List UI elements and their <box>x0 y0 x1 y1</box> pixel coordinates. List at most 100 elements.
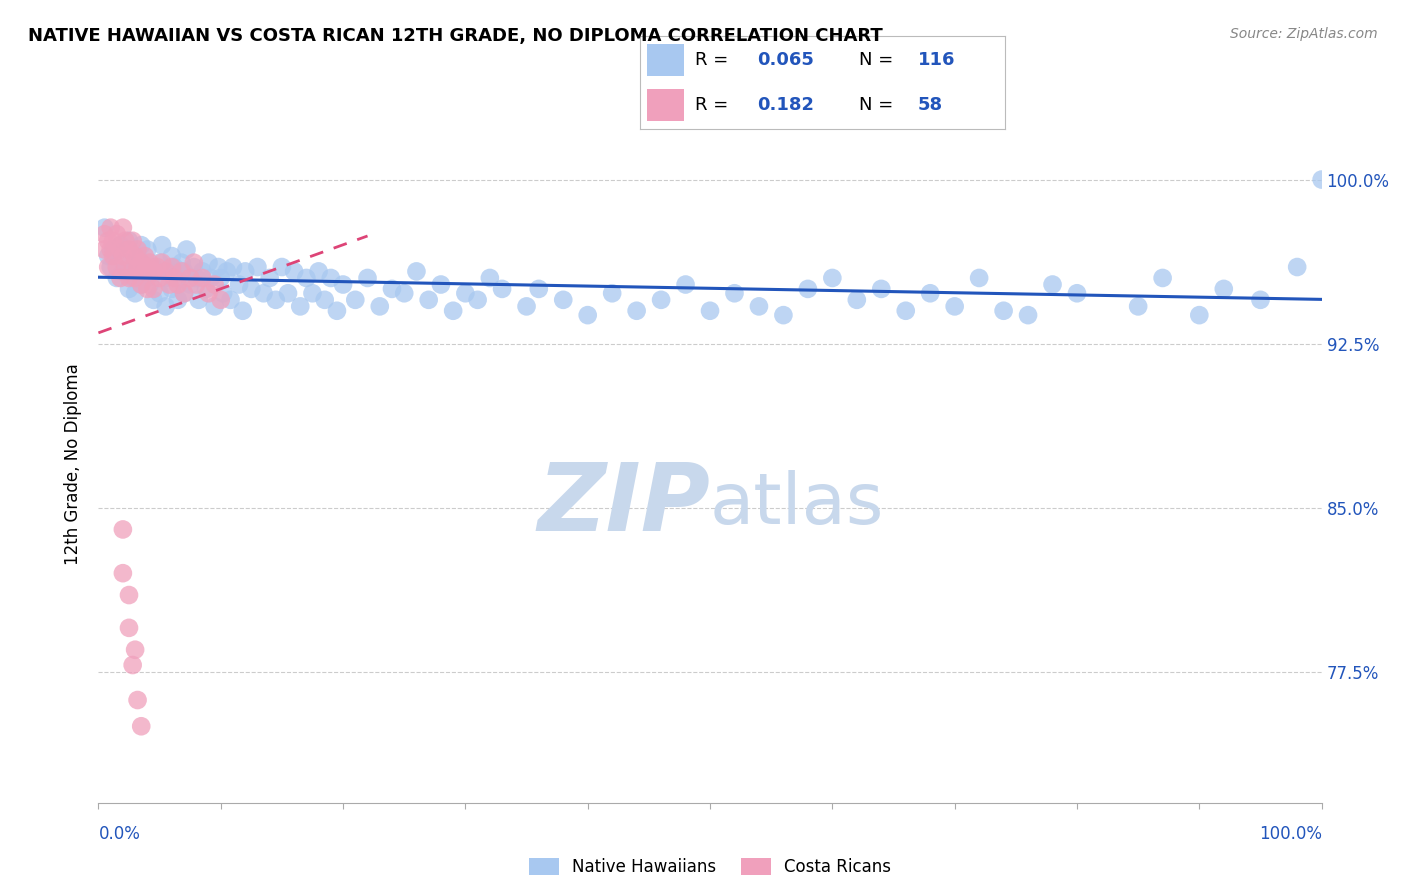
Point <box>97 234 120 248</box>
Point <box>326 303 349 318</box>
Point <box>101 249 124 263</box>
Point <box>97 249 120 263</box>
Point <box>118 271 141 285</box>
Y-axis label: 12th Grade, No Diploma: 12th Grade, No Diploma <box>65 363 83 565</box>
Point <box>491 282 513 296</box>
Point <box>209 271 232 285</box>
Text: N =: N = <box>859 51 893 69</box>
Point <box>150 255 173 269</box>
Text: 0.065: 0.065 <box>756 51 814 69</box>
Text: 0.182: 0.182 <box>756 96 814 114</box>
Point <box>100 260 122 274</box>
Point <box>454 286 477 301</box>
Point <box>110 243 132 257</box>
Point <box>527 282 550 296</box>
Point <box>240 282 263 296</box>
Point <box>127 693 149 707</box>
Point <box>105 271 128 285</box>
Point <box>111 523 134 537</box>
Point <box>191 264 214 278</box>
Point <box>100 243 122 257</box>
Point <box>821 271 844 285</box>
Point <box>301 286 323 301</box>
Point <box>142 264 165 278</box>
Point <box>228 277 250 292</box>
Point <box>136 260 159 274</box>
Point <box>139 255 162 269</box>
Point <box>163 271 186 285</box>
Point <box>167 293 190 307</box>
Text: NATIVE HAWAIIAN VS COSTA RICAN 12TH GRADE, NO DIPLOMA CORRELATION CHART: NATIVE HAWAIIAN VS COSTA RICAN 12TH GRAD… <box>28 27 883 45</box>
Point <box>124 260 146 274</box>
Point <box>1152 271 1174 285</box>
Point <box>183 260 205 274</box>
Point <box>626 303 648 318</box>
Point <box>146 264 169 278</box>
Point <box>418 293 440 307</box>
Point <box>553 293 575 307</box>
Legend: Native Hawaiians, Costa Ricans: Native Hawaiians, Costa Ricans <box>522 851 898 882</box>
Point <box>319 271 342 285</box>
Point <box>121 271 143 285</box>
Point <box>1128 299 1150 313</box>
Text: 116: 116 <box>918 51 955 69</box>
Point <box>136 243 159 257</box>
Point <box>1066 286 1088 301</box>
Point <box>232 303 254 318</box>
Point <box>114 255 136 269</box>
Point <box>650 293 672 307</box>
Point <box>129 719 152 733</box>
Point <box>283 264 305 278</box>
Point <box>748 299 770 313</box>
Point <box>93 243 115 257</box>
Point <box>149 286 172 301</box>
Point <box>1249 293 1271 307</box>
Point <box>772 308 794 322</box>
Point <box>167 277 190 292</box>
Point <box>149 255 172 269</box>
Point <box>252 286 274 301</box>
Point <box>600 286 623 301</box>
Point <box>186 277 208 292</box>
Point <box>212 286 235 301</box>
Point <box>308 264 330 278</box>
Text: 58: 58 <box>918 96 942 114</box>
Point <box>515 299 537 313</box>
Point <box>197 255 219 269</box>
Point <box>118 282 141 296</box>
Point <box>723 286 745 301</box>
Point <box>197 286 219 301</box>
Point <box>124 249 146 263</box>
Point <box>105 260 128 274</box>
Point <box>114 260 136 274</box>
Point <box>124 642 146 657</box>
Point <box>170 264 193 278</box>
Point <box>356 271 378 285</box>
Point <box>97 260 120 274</box>
Point <box>163 260 186 274</box>
Point <box>381 282 404 296</box>
Point <box>314 293 336 307</box>
Point <box>195 282 218 296</box>
Point <box>332 277 354 292</box>
Point <box>160 249 183 263</box>
Point <box>797 282 820 296</box>
Point <box>146 260 169 274</box>
Point <box>264 293 287 307</box>
Point <box>179 271 201 285</box>
Text: atlas: atlas <box>710 470 884 539</box>
Point <box>215 264 238 278</box>
Point <box>430 277 453 292</box>
Point <box>160 282 183 296</box>
Point <box>111 249 134 263</box>
Point <box>1212 282 1234 296</box>
FancyBboxPatch shape <box>647 89 683 121</box>
Point <box>405 264 427 278</box>
Point <box>478 271 501 285</box>
Point <box>246 260 269 274</box>
Point <box>179 277 201 292</box>
Point <box>111 566 134 581</box>
Text: 0.0%: 0.0% <box>98 825 141 843</box>
Point <box>392 286 416 301</box>
Point <box>134 260 156 274</box>
